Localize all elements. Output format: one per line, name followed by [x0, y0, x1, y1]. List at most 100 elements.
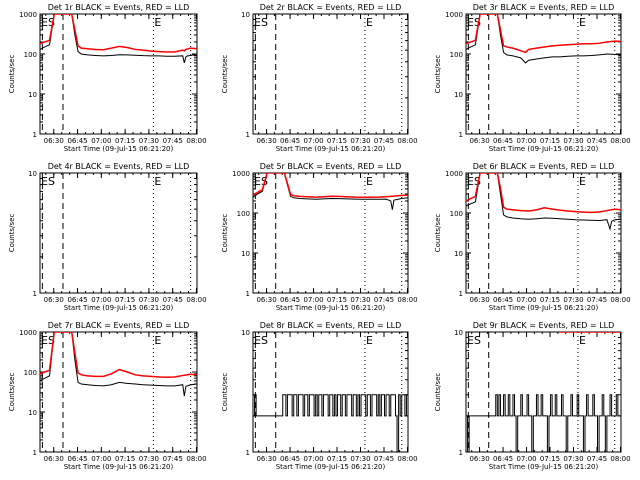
x-tick-label: 07:15: [115, 296, 135, 304]
panel-title: Det 2r BLACK = Events, RED = LLD: [260, 3, 402, 12]
panel-6: Det 6r BLACK = Events, RED = LLD 1 10 100 10…: [434, 162, 631, 312]
y-tick-label: 10: [241, 250, 250, 258]
x-tick-label: 06:30: [256, 137, 276, 145]
y-axis-label: Counts/sec: [221, 373, 229, 412]
x-tick-label: 06:45: [67, 296, 87, 304]
panel-title: Det 8r BLACK = Events, RED = LLD: [260, 321, 402, 330]
plot-frame: [465, 172, 622, 294]
x-tick-label: 07:15: [540, 137, 560, 145]
x-tick-label: 06:30: [469, 455, 489, 463]
y-tick-label: 1000: [445, 11, 463, 19]
end-marker-label: E: [366, 334, 373, 347]
x-tick-label: 07:30: [139, 455, 159, 463]
x-tick-label: 08:00: [186, 137, 206, 145]
x-tick-label: 07:45: [587, 296, 607, 304]
x-tick-label: 06:45: [493, 137, 513, 145]
y-tick-label: 10: [241, 329, 250, 337]
x-tick-label: 06:30: [44, 455, 64, 463]
panel-title: Det 4r BLACK = Events, RED = LLD: [48, 162, 190, 171]
x-tick-label: 07:15: [540, 296, 560, 304]
x-tick-label: 07:45: [163, 296, 183, 304]
y-axis-label: Counts/sec: [434, 214, 442, 253]
x-tick-label: 07:30: [563, 137, 583, 145]
x-tick-label: 08:00: [397, 296, 417, 304]
x-tick-label: 06:45: [493, 296, 513, 304]
plot-frame: [465, 331, 622, 453]
x-axis-label: Start Time (09-Jul-15 06:21:20): [276, 304, 386, 312]
x-tick-label: 07:15: [327, 137, 347, 145]
x-tick-label: 06:45: [493, 455, 513, 463]
panel-title: Det 5r BLACK = Events, RED = LLD: [260, 162, 402, 171]
x-tick-label: 07:00: [516, 296, 536, 304]
y-axis: 1 10 100 1000: [232, 170, 408, 298]
panel-title: Det 6r BLACK = Events, RED = LLD: [473, 162, 615, 171]
x-tick-label: 07:45: [163, 137, 183, 145]
x-tick-label: 07:45: [587, 137, 607, 145]
x-tick-label: 08:00: [610, 137, 630, 145]
x-tick-label: 07:45: [374, 455, 394, 463]
x-tick-label: 07:30: [139, 296, 159, 304]
x-tick-label: 07:00: [516, 137, 536, 145]
y-axis-label: Counts/sec: [434, 373, 442, 412]
y-tick-label: 1: [246, 131, 250, 139]
y-tick-label: 1: [246, 290, 250, 298]
x-axis-label: Start Time (09-Jul-15 06:21:20): [276, 145, 386, 153]
end-marker-label: E: [579, 334, 586, 347]
x-axis: 06:30 06:45 07:00 07:15 07:30 07:45 08:00: [256, 14, 418, 145]
panel-5: Det 5r BLACK = Events, RED = LLD 1 10 100 10…: [221, 162, 418, 312]
y-axis: 1 10: [241, 329, 408, 457]
y-tick-label: 1000: [445, 170, 463, 178]
x-axis: 06:30 06:45 07:00 07:15 07:30 07:45 08:00: [44, 332, 207, 463]
y-tick-label: 1: [459, 449, 463, 457]
x-tick-label: 07:30: [139, 137, 159, 145]
x-tick-label: 06:45: [67, 455, 87, 463]
x-tick-label: 07:45: [163, 455, 183, 463]
x-tick-label: 07:45: [587, 455, 607, 463]
x-axis: 06:30 06:45 07:00 07:15 07:30 07:45 08:00: [256, 332, 418, 463]
panel-1: Det 1r BLACK = Events, RED = LLD 1 10 100 10…: [8, 3, 207, 153]
lld-series-line: [40, 14, 197, 53]
x-tick-label: 06:30: [469, 296, 489, 304]
y-axis: 1 10 100 1000: [445, 11, 621, 139]
y-tick-label: 1: [33, 290, 37, 298]
y-tick-label: 10: [454, 329, 463, 337]
start-marker-label: ES: [254, 334, 268, 347]
y-tick-label: 1000: [232, 170, 250, 178]
x-tick-label: 06:45: [280, 137, 300, 145]
x-tick-label: 08:00: [610, 455, 630, 463]
events-series-line: [40, 332, 197, 397]
x-tick-label: 07:15: [115, 455, 135, 463]
start-marker-label: ES: [41, 175, 55, 188]
y-tick-label: 10: [241, 11, 250, 19]
panel-title: Det 9r BLACK = Events, RED = LLD: [473, 321, 615, 330]
plot-frame: [252, 172, 409, 294]
y-axis-label: Counts/sec: [221, 214, 229, 253]
y-tick-label: 10: [28, 409, 37, 417]
y-tick-label: 1: [246, 449, 250, 457]
x-tick-label: 08:00: [397, 137, 417, 145]
x-tick-label: 07:00: [91, 455, 111, 463]
x-tick-label: 07:15: [540, 455, 560, 463]
lld-series-line: [466, 14, 621, 54]
x-tick-label: 07:30: [350, 296, 370, 304]
x-tick-label: 07:45: [374, 137, 394, 145]
end-marker-label: E: [579, 175, 586, 188]
events-series-line: [466, 173, 621, 231]
x-tick-label: 07:00: [91, 137, 111, 145]
plot-frame: [465, 13, 622, 135]
y-tick-label: 100: [24, 51, 37, 59]
y-tick-label: 10: [28, 170, 37, 178]
plot-frame: [252, 331, 409, 453]
y-axis-label: Counts/sec: [221, 55, 229, 94]
panel-3: Det 3r BLACK = Events, RED = LLD 1 10 100 10…: [434, 3, 631, 153]
y-tick-label: 100: [450, 210, 463, 218]
start-marker-label: ES: [41, 334, 55, 347]
y-tick-label: 1: [459, 131, 463, 139]
x-tick-label: 07:15: [327, 296, 347, 304]
panel-9: Det 9r BLACK = Events, RED = LLD 1 10 Count…: [434, 321, 631, 471]
x-tick-label: 07:00: [303, 455, 323, 463]
x-axis: 06:30 06:45 07:00 07:15 07:30 07:45 08:00: [469, 332, 631, 463]
x-tick-label: 06:30: [256, 296, 276, 304]
end-marker-label: E: [579, 16, 586, 29]
events-series-line: [40, 14, 197, 64]
